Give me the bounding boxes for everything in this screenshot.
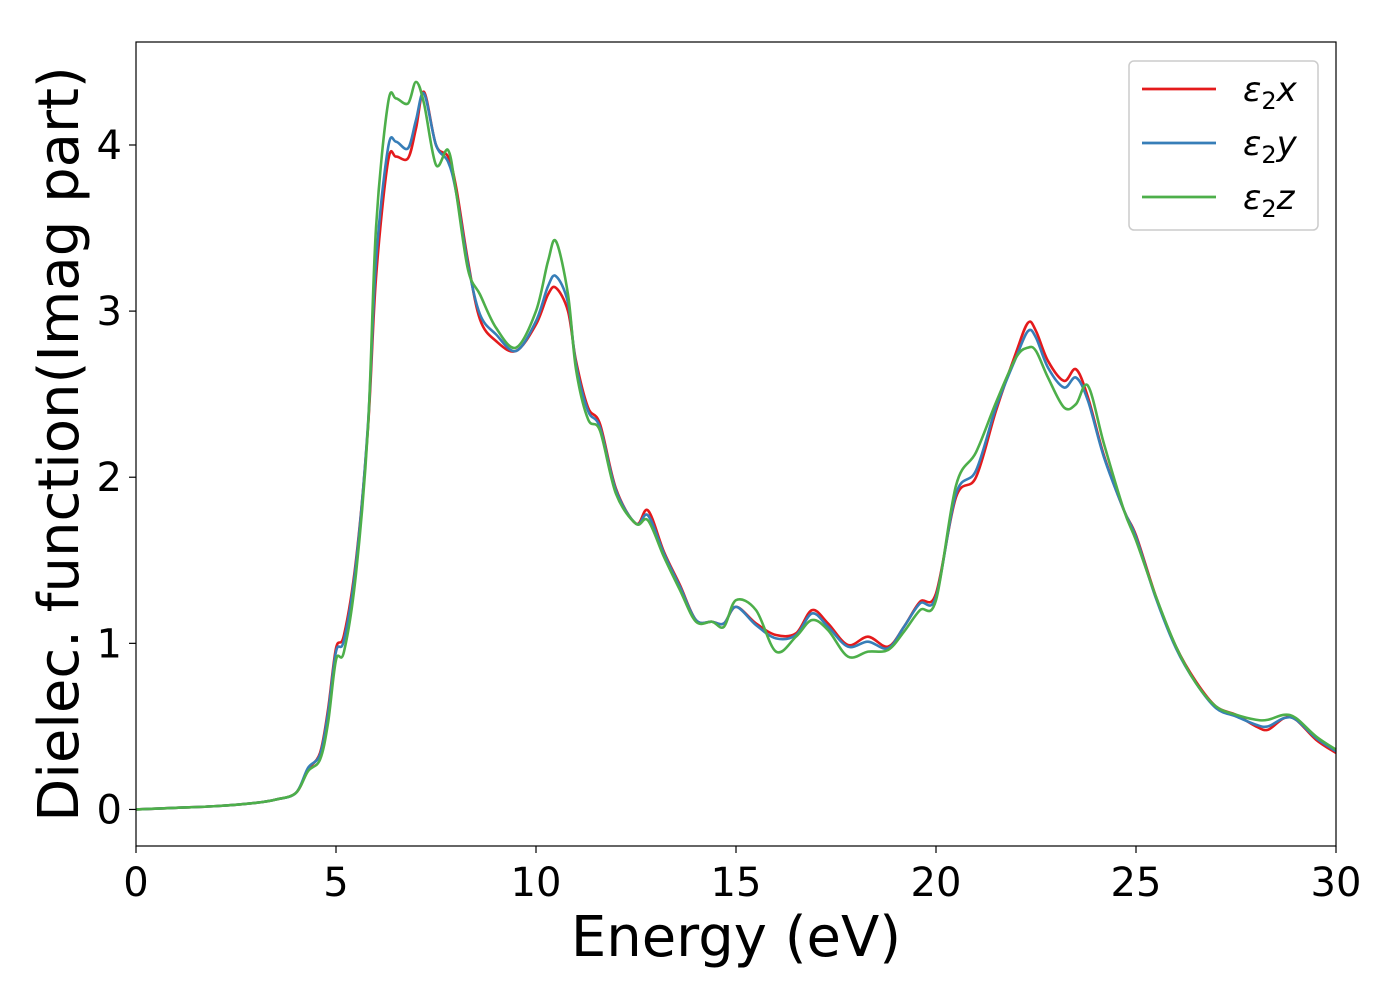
y-tick-label: 2 (97, 455, 122, 501)
series-line-z (135, 80, 1337, 811)
y-tick-label: 0 (97, 787, 122, 833)
x-tick-label: 0 (123, 860, 148, 906)
y-axis-title: Dielec. function(Imag part) (27, 66, 92, 822)
x-axis-ticks: 0 5 10 15 20 25 30 (123, 846, 1361, 906)
x-tick-label: 10 (511, 860, 562, 906)
x-tick-label: 15 (711, 860, 762, 906)
y-tick-label: 1 (97, 621, 122, 667)
legend-label-y: ε2y (1243, 124, 1298, 169)
legend: ε2x ε2y ε2z (1128, 60, 1319, 231)
x-tick-label: 5 (323, 860, 348, 906)
y-axis-ticks: 0 1 2 3 4 (97, 123, 136, 833)
plot-lines (135, 80, 1337, 811)
x-tick-label: 25 (1111, 860, 1162, 906)
x-tick-label: 30 (1311, 860, 1362, 906)
x-axis-title: Energy (eV) (571, 905, 901, 970)
y-tick-label: 3 (97, 289, 122, 335)
legend-label-x: ε2x (1243, 70, 1298, 115)
y-tick-label: 4 (97, 123, 122, 169)
legend-label-z: ε2z (1243, 178, 1296, 223)
x-tick-label: 20 (911, 860, 962, 906)
legend-box (1128, 60, 1319, 231)
